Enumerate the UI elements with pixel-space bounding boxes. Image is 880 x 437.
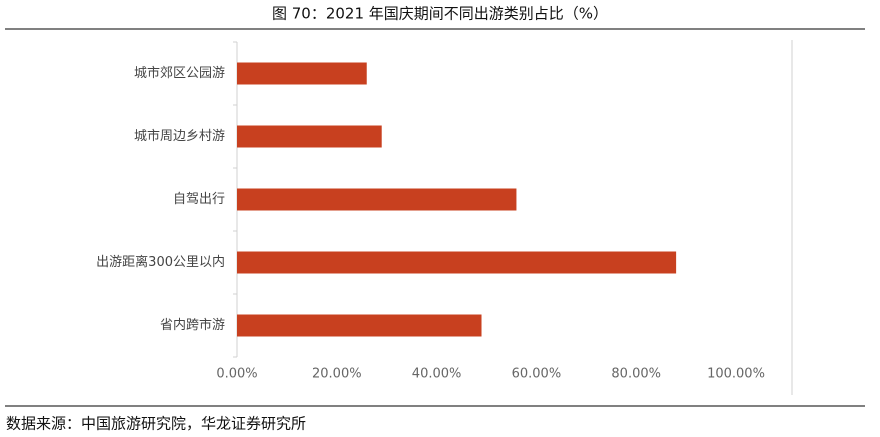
x-tick-label: 0.00% bbox=[216, 367, 257, 382]
y-tick-label: 出游距离300公里以内 bbox=[96, 254, 225, 270]
x-tick-label: 100.00% bbox=[707, 367, 765, 382]
x-tick-label: 60.00% bbox=[512, 367, 562, 382]
bar bbox=[237, 188, 517, 211]
bar bbox=[237, 62, 367, 85]
y-tick-label: 城市郊区公园游 bbox=[134, 65, 225, 81]
y-tick-label: 自驾出行 bbox=[173, 192, 225, 207]
y-tick-label: 省内跨市游 bbox=[160, 317, 225, 333]
bar bbox=[237, 125, 382, 148]
x-tick-label: 40.00% bbox=[412, 367, 462, 382]
x-tick-label: 20.00% bbox=[312, 367, 362, 382]
source-note: 数据来源：中国旅游研究院，华龙证券研究所 bbox=[6, 415, 306, 433]
x-tick-label: 80.00% bbox=[611, 367, 661, 382]
bar bbox=[237, 251, 677, 274]
chart-title: 图 70：2021 年国庆期间不同出游类别占比（%） bbox=[272, 5, 608, 23]
y-tick-label: 城市周边乡村游 bbox=[134, 128, 225, 144]
bar bbox=[237, 314, 482, 337]
